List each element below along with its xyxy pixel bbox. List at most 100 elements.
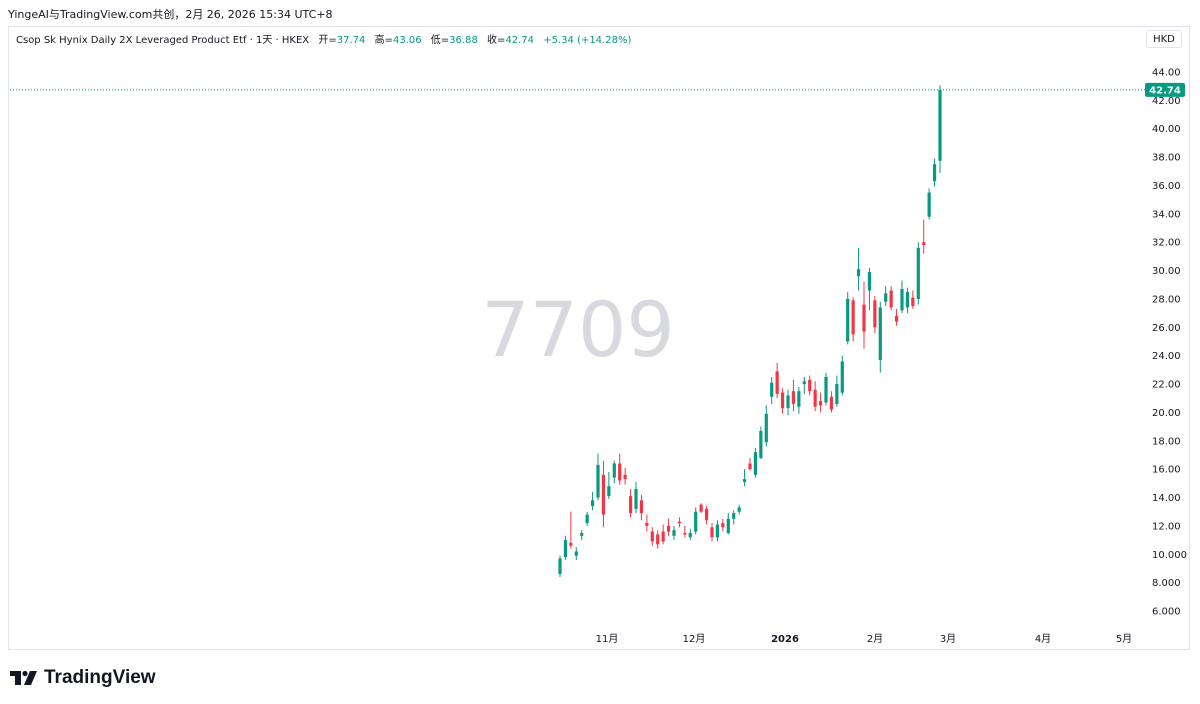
candle-body [688, 532, 692, 538]
candle [802, 376, 806, 394]
candle-body [922, 242, 926, 246]
candle-body [846, 298, 850, 342]
candle-body [704, 508, 709, 521]
candle [672, 525, 676, 541]
candle [732, 510, 736, 525]
candle [922, 219, 926, 254]
candle [607, 471, 611, 499]
candle-body [927, 192, 931, 217]
candle [840, 355, 844, 396]
candle-body [699, 504, 703, 512]
candle [596, 453, 600, 501]
high-label: 高= [374, 35, 393, 46]
low-label: 低= [430, 35, 450, 46]
candle [650, 527, 654, 546]
candle-body [900, 289, 904, 311]
candle [726, 513, 730, 535]
candle [661, 524, 665, 545]
x-axis[interactable]: 11月 12月 2026 2月 3月 4月 5月 [596, 633, 1133, 645]
candle-body [661, 531, 665, 542]
candle-body [607, 486, 611, 497]
y-tick-label: 18.00 [1152, 436, 1181, 447]
candle-body [558, 558, 562, 575]
candle [862, 281, 866, 349]
candle [873, 296, 877, 333]
candle [558, 555, 562, 577]
candle [786, 389, 790, 416]
candle-body [911, 297, 915, 307]
symbol-legend: Csop Sk Hynix Daily 2X Leveraged Product… [16, 31, 631, 46]
candle-body [628, 496, 633, 514]
y-tick-label: 8.000 [1152, 578, 1181, 589]
candle-body [623, 474, 627, 480]
tradingview-logo[interactable]: TradingView [10, 666, 156, 690]
candle-body [797, 391, 801, 407]
y-tick-label: 20.00 [1152, 408, 1181, 419]
x-tick-label: 11月 [596, 633, 619, 645]
candle-body [569, 542, 573, 546]
candle [580, 530, 584, 541]
y-tick-label: 12.00 [1152, 521, 1181, 532]
candle [569, 511, 573, 549]
open-value: 37.74 [336, 35, 366, 46]
candle [623, 467, 627, 485]
x-tick-label: 2026 [771, 634, 799, 645]
candle [699, 503, 703, 514]
candle [927, 188, 931, 220]
candle [878, 301, 882, 373]
candle-body [645, 523, 649, 526]
y-tick-label: 44.00 [1152, 68, 1181, 79]
candle [710, 523, 714, 542]
y-tick-label: 34.00 [1152, 209, 1181, 220]
x-tick-label: 5月 [1116, 633, 1132, 645]
candle [742, 469, 747, 487]
candle-body [580, 532, 584, 536]
x-tick-label: 3月 [940, 633, 956, 645]
candle-body [585, 514, 589, 524]
candle-body [878, 307, 882, 360]
last-price-label: 42.74 [1149, 85, 1181, 96]
y-tick-label: 22.00 [1152, 380, 1181, 391]
candle [932, 158, 937, 187]
candle-body [574, 551, 578, 556]
y-tick-label: 14.00 [1152, 493, 1181, 504]
candle [634, 481, 638, 514]
y-tick-label: 30.00 [1152, 266, 1181, 277]
candle-body [590, 500, 595, 507]
y-tick-label: 38.00 [1152, 153, 1181, 164]
candle-body [873, 300, 877, 328]
candle [916, 242, 920, 305]
tradingview-logo-icon [10, 670, 37, 685]
last-price-tag-bg [1145, 82, 1185, 97]
candle-body [829, 396, 834, 410]
candle-body [894, 315, 899, 322]
candle-body [742, 479, 747, 482]
low-value: 36.88 [449, 35, 478, 46]
candle-body [916, 247, 920, 299]
candle-body [867, 271, 872, 291]
candle-body [677, 521, 682, 524]
candle-body [666, 525, 671, 532]
candle [894, 308, 899, 326]
candle-body [759, 430, 763, 458]
candle-body [672, 530, 676, 536]
candle [764, 405, 768, 447]
candle [856, 247, 861, 291]
candle [797, 386, 801, 414]
currency-button[interactable]: HKD [1146, 30, 1182, 48]
candle-body [818, 401, 823, 406]
candle [905, 287, 910, 314]
candle-body [612, 463, 616, 478]
candle [666, 518, 671, 536]
candle-body [840, 361, 844, 393]
candle [715, 520, 720, 542]
y-tick-label: 24.00 [1152, 351, 1181, 362]
y-tick-label: 6.000 [1152, 607, 1181, 618]
y-axis[interactable]: 6.000 8.000 10.000 12.00 14.00 16.00 18.00 20.0… [1152, 68, 1187, 618]
candle [835, 375, 839, 407]
candle-body [775, 371, 779, 394]
candle-body [780, 392, 785, 409]
watermark-text: 7709 [481, 285, 674, 374]
candle-body [884, 293, 888, 302]
